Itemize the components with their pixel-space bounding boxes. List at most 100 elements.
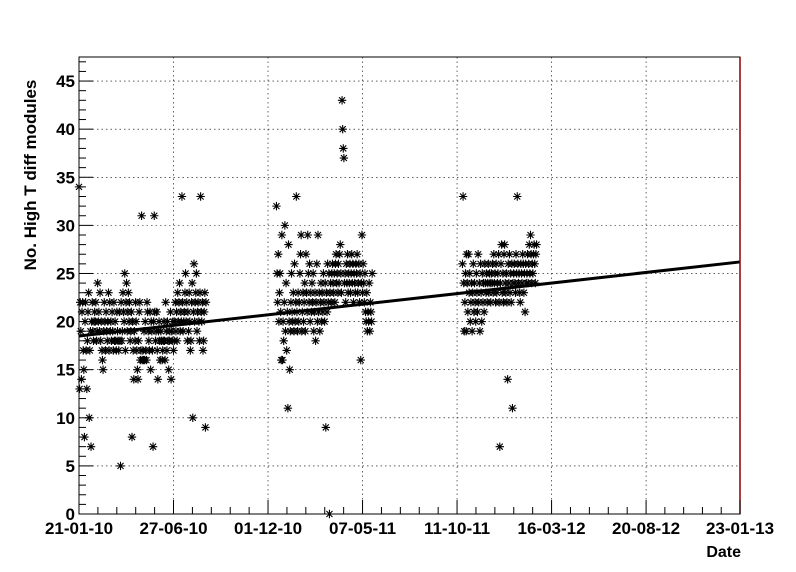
data-point	[292, 192, 301, 201]
data-point	[365, 327, 374, 336]
data-point	[319, 298, 329, 307]
data-point	[360, 269, 370, 278]
trend-line	[78, 260, 741, 338]
data-point	[172, 336, 182, 346]
data-point	[195, 336, 204, 346]
data-point	[284, 240, 293, 249]
data-point	[199, 336, 208, 346]
data-point	[362, 288, 371, 297]
data-point	[118, 327, 127, 336]
data-point	[472, 269, 481, 278]
data-point	[175, 278, 184, 288]
data-point	[184, 327, 193, 336]
data-point	[91, 298, 101, 307]
data-point	[162, 346, 172, 355]
x-tick-label: 27-06-10	[139, 519, 207, 538]
data-point	[156, 327, 166, 336]
data-point	[172, 307, 181, 317]
y-tick-label: 30	[56, 216, 75, 235]
data-point	[184, 288, 194, 297]
data-point	[160, 355, 170, 365]
data-point	[104, 288, 113, 297]
data-point	[100, 298, 109, 307]
data-point	[153, 375, 163, 384]
data-point	[339, 144, 348, 153]
data-point	[513, 192, 522, 201]
data-point	[318, 288, 327, 297]
data-point	[484, 259, 493, 269]
data-point	[290, 259, 299, 269]
y-tick-label: 10	[56, 409, 75, 428]
data-point	[301, 327, 310, 336]
data-point	[330, 298, 340, 307]
x-axis-ticks: 21-01-10 27-06-10 01-12-10 07-05-11 11-10-11…	[45, 500, 774, 538]
data-point	[293, 288, 303, 297]
data-point	[98, 365, 108, 374]
data-point	[312, 259, 321, 269]
data-point	[119, 317, 129, 326]
data-point	[311, 336, 320, 346]
data-point	[173, 288, 182, 297]
data-point	[310, 307, 319, 317]
data-point	[191, 288, 200, 297]
data-point	[473, 250, 483, 259]
data-point	[464, 250, 473, 259]
data-point	[306, 288, 315, 297]
data-point	[187, 278, 197, 288]
data-point	[355, 298, 364, 307]
data-point	[355, 269, 365, 278]
data-point	[171, 327, 181, 336]
data-point	[148, 442, 158, 451]
data-point	[190, 317, 199, 326]
data-point	[515, 288, 524, 297]
data-point	[495, 442, 505, 451]
data-point	[287, 307, 297, 317]
data-point	[318, 307, 328, 317]
data-point	[525, 240, 534, 249]
x-tick-label: 07-05-11	[329, 519, 396, 538]
data-point	[196, 192, 205, 201]
data-point	[127, 307, 136, 317]
data-point	[298, 307, 307, 317]
data-point	[146, 365, 155, 374]
y-tick-label: 25	[56, 264, 75, 283]
data-point	[166, 307, 175, 317]
data-point	[135, 298, 145, 307]
data-point	[336, 269, 346, 278]
data-point	[500, 240, 509, 249]
x-tick-label: 20-08-12	[612, 519, 680, 538]
data-point	[294, 317, 303, 326]
data-point	[313, 230, 323, 240]
data-point	[182, 298, 191, 307]
data-point	[338, 124, 347, 134]
data-point	[98, 355, 107, 365]
data-point	[95, 327, 104, 336]
data-point	[125, 336, 135, 346]
data-point	[189, 307, 198, 317]
y-tick-label: 20	[56, 313, 75, 332]
data-points	[74, 96, 541, 519]
data-point	[181, 269, 190, 278]
data-point	[305, 317, 315, 326]
data-point	[161, 298, 170, 307]
data-point	[86, 442, 96, 451]
data-point	[478, 269, 487, 278]
data-point	[463, 278, 472, 288]
data-point	[502, 298, 512, 307]
data-point	[491, 259, 501, 269]
data-point	[473, 307, 482, 317]
data-point	[461, 269, 470, 278]
data-point	[195, 288, 205, 297]
y-tick-label: 40	[56, 120, 75, 139]
data-point	[141, 317, 150, 326]
data-point	[278, 355, 287, 365]
data-point	[530, 259, 539, 269]
data-point	[494, 298, 504, 307]
data-point	[127, 432, 137, 442]
data-point	[185, 317, 194, 326]
x-tick-label: 11-10-11	[424, 519, 490, 538]
data-point	[122, 278, 131, 288]
data-point	[366, 307, 376, 317]
data-point	[475, 327, 485, 336]
data-point	[308, 269, 318, 278]
